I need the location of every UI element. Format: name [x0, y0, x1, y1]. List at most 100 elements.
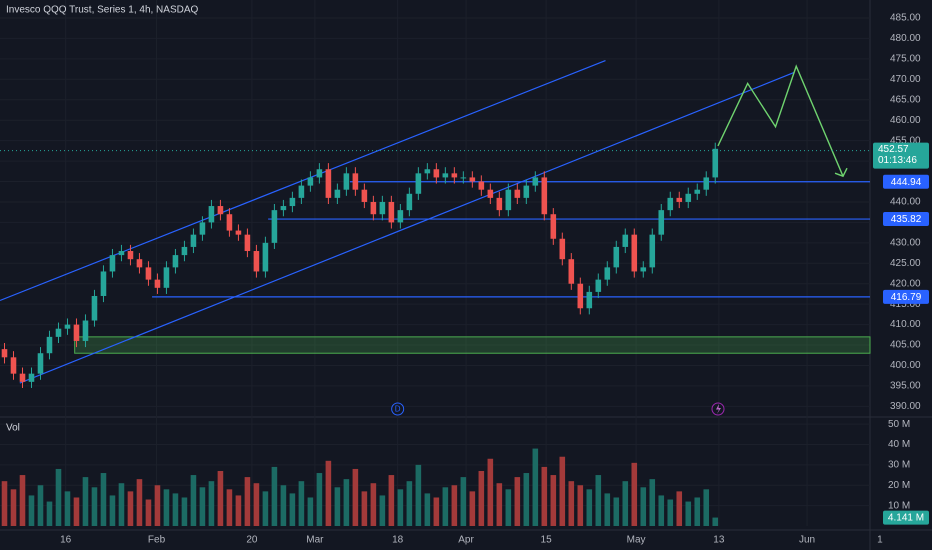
- y-tick-label: 485.00: [890, 13, 921, 24]
- zone: [74, 336, 871, 354]
- volume-tick-label: 20 M: [888, 480, 910, 491]
- y-tick-label: 480.00: [890, 33, 921, 44]
- candle-body: [505, 189, 512, 211]
- volume-bar: [631, 462, 638, 526]
- volume-bar: [370, 483, 377, 526]
- last-volume-box: [883, 510, 929, 525]
- y-tick-label: 415.00: [890, 299, 921, 310]
- candle-body: [316, 169, 323, 178]
- volume-bar: [271, 466, 278, 526]
- volume-bar: [568, 481, 575, 526]
- volume-bar: [460, 477, 467, 526]
- candle-body: [451, 173, 458, 178]
- volume-bar: [577, 485, 584, 526]
- volume-bar: [154, 485, 161, 526]
- candle-body: [307, 177, 314, 186]
- candle-body: [676, 197, 683, 202]
- candle-body: [190, 234, 197, 247]
- volume-bar: [433, 497, 440, 526]
- candle-body: [82, 320, 89, 341]
- candle-body: [361, 189, 368, 202]
- y-tick-label: 440.00: [890, 197, 921, 208]
- volume-bar: [325, 460, 332, 526]
- volume-bar: [622, 481, 629, 526]
- volume-bar: [298, 481, 305, 526]
- volume-bar: [424, 493, 431, 526]
- x-tick-label: Mar: [306, 535, 324, 546]
- volume-bar: [703, 489, 710, 526]
- y-tick-label: 400.00: [890, 360, 921, 371]
- volume-bar: [46, 501, 53, 526]
- candle-body: [28, 373, 35, 382]
- drawings-back: [0, 59, 871, 384]
- candle-body: [100, 271, 107, 296]
- countdown-label: 01:13:46: [878, 155, 917, 166]
- candle-body: [370, 201, 377, 215]
- candle-body: [415, 173, 422, 194]
- level-label-box: [883, 174, 929, 189]
- volume-tick-label: 50 M: [888, 419, 910, 430]
- x-tick-label: Jun: [799, 535, 815, 546]
- level-label-box: [883, 289, 929, 304]
- candle-body: [136, 259, 143, 268]
- volume-bar: [199, 487, 206, 526]
- candle-body: [334, 189, 341, 198]
- y-tick-label: 460.00: [890, 115, 921, 126]
- x-tick-label: 20: [246, 535, 258, 546]
- drawings-front: D: [0, 64, 870, 416]
- volume-bar: [55, 468, 62, 526]
- candle-body: [118, 251, 125, 256]
- y-tick-label: 425.00: [890, 258, 921, 269]
- volume-bar: [172, 493, 179, 526]
- volume-bar: [82, 477, 89, 526]
- x-tick-label: 13: [713, 535, 725, 546]
- candle-body: [226, 214, 233, 231]
- volume-bar: [361, 491, 368, 526]
- volume-bar: [235, 495, 242, 526]
- volume-bar: [163, 489, 170, 526]
- candle-body: [469, 177, 476, 182]
- candle-body: [703, 177, 710, 190]
- volume-bar: [451, 485, 458, 526]
- volume-bar: [145, 499, 152, 526]
- candle-body: [109, 255, 116, 272]
- volume-bar: [118, 483, 125, 526]
- candle-body: [460, 177, 467, 179]
- x-tick-label: 15: [541, 535, 553, 546]
- volume-tick-label: 10 M: [888, 500, 910, 511]
- candle-body: [532, 177, 539, 186]
- candle-body: [1, 349, 8, 358]
- projection-arrowhead: [834, 167, 848, 178]
- volume-bar: [262, 491, 269, 526]
- y-tick-label: 465.00: [890, 94, 921, 105]
- volume-bar: [478, 470, 485, 526]
- candle-body: [658, 210, 665, 235]
- level-label: 444.94: [891, 177, 922, 188]
- volume-tick-label: 30 M: [888, 460, 910, 471]
- volume-bar: [100, 473, 107, 526]
- volume-bar: [316, 473, 323, 526]
- volume-bar: [352, 468, 359, 526]
- volume-bar: [73, 497, 80, 526]
- candle-body: [487, 189, 494, 198]
- y-tick-label: 430.00: [890, 237, 921, 248]
- x-tick-label: Feb: [148, 535, 166, 546]
- candle-body: [55, 328, 62, 337]
- volume-bar: [91, 487, 98, 526]
- candle-body: [640, 267, 647, 272]
- candle-body: [19, 373, 26, 382]
- y-tick-label: 475.00: [890, 54, 921, 65]
- volume-bar: [550, 475, 557, 526]
- volume-bar: [253, 483, 260, 526]
- volume-bar: [514, 477, 521, 526]
- candle-body: [181, 246, 188, 256]
- candle-body: [514, 189, 521, 198]
- candle-body: [379, 201, 386, 215]
- y-tick-label: 395.00: [890, 381, 921, 392]
- chart-title: Invesco QQQ Trust, Series 1, 4h, NASDAQ: [6, 5, 199, 16]
- candle-body: [442, 173, 449, 178]
- volume-bar: [595, 475, 602, 526]
- event-icon-bolt: [716, 404, 721, 414]
- volume-bar: [289, 493, 296, 526]
